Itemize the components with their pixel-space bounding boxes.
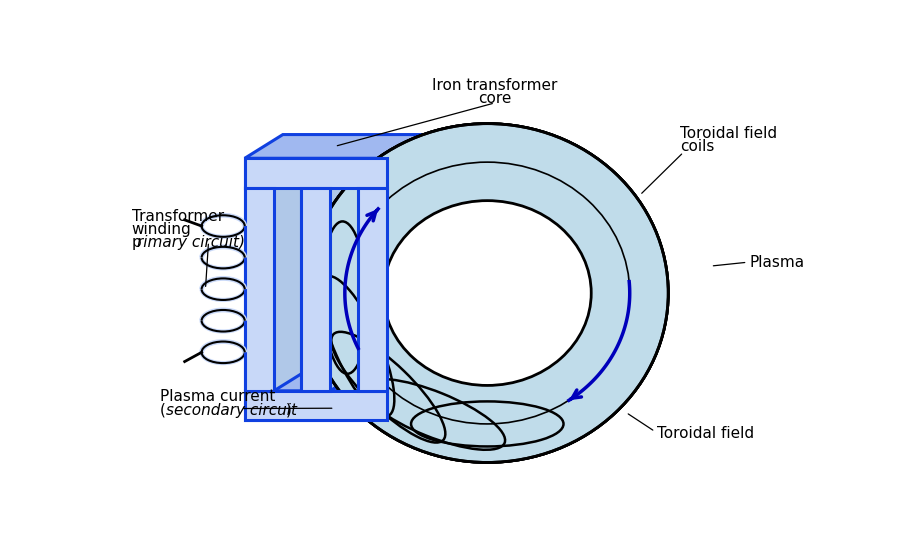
Text: core: core xyxy=(478,91,511,106)
Polygon shape xyxy=(358,164,426,188)
Ellipse shape xyxy=(588,176,654,320)
Ellipse shape xyxy=(322,221,367,374)
Polygon shape xyxy=(387,367,426,420)
Polygon shape xyxy=(358,188,387,391)
Text: p: p xyxy=(132,236,141,250)
Ellipse shape xyxy=(306,124,668,462)
Ellipse shape xyxy=(306,124,668,462)
Polygon shape xyxy=(245,188,274,391)
Polygon shape xyxy=(245,391,387,420)
Text: (: ( xyxy=(160,402,166,418)
Ellipse shape xyxy=(581,276,654,417)
Polygon shape xyxy=(274,164,312,391)
Polygon shape xyxy=(301,188,330,391)
Ellipse shape xyxy=(607,221,653,374)
Polygon shape xyxy=(358,188,387,391)
Polygon shape xyxy=(301,164,368,188)
Polygon shape xyxy=(387,164,426,391)
Polygon shape xyxy=(387,135,426,188)
Text: rimary circuit): rimary circuit) xyxy=(137,236,245,250)
Polygon shape xyxy=(245,158,387,188)
Polygon shape xyxy=(245,391,387,420)
Text: Toroidal field: Toroidal field xyxy=(656,427,754,441)
Text: coils: coils xyxy=(679,139,714,154)
Text: Iron transformer: Iron transformer xyxy=(432,77,557,93)
Polygon shape xyxy=(301,188,330,391)
Polygon shape xyxy=(245,367,426,391)
Ellipse shape xyxy=(331,332,446,442)
Polygon shape xyxy=(245,158,387,188)
Text: Toroidal field: Toroidal field xyxy=(679,126,777,141)
Polygon shape xyxy=(245,135,426,158)
Text: Transformer: Transformer xyxy=(132,209,223,223)
Ellipse shape xyxy=(470,379,612,450)
Text: ): ) xyxy=(285,402,292,418)
Ellipse shape xyxy=(411,401,564,446)
Ellipse shape xyxy=(383,200,592,385)
Text: Plasma current: Plasma current xyxy=(160,389,275,405)
Text: Plasma: Plasma xyxy=(749,255,804,270)
Polygon shape xyxy=(245,164,312,188)
Ellipse shape xyxy=(320,276,394,417)
Text: winding: winding xyxy=(132,222,191,237)
Text: secondary circuit: secondary circuit xyxy=(166,402,297,418)
Ellipse shape xyxy=(363,379,505,450)
Polygon shape xyxy=(330,164,368,391)
Ellipse shape xyxy=(529,332,643,442)
Ellipse shape xyxy=(383,200,592,385)
Polygon shape xyxy=(245,188,274,391)
